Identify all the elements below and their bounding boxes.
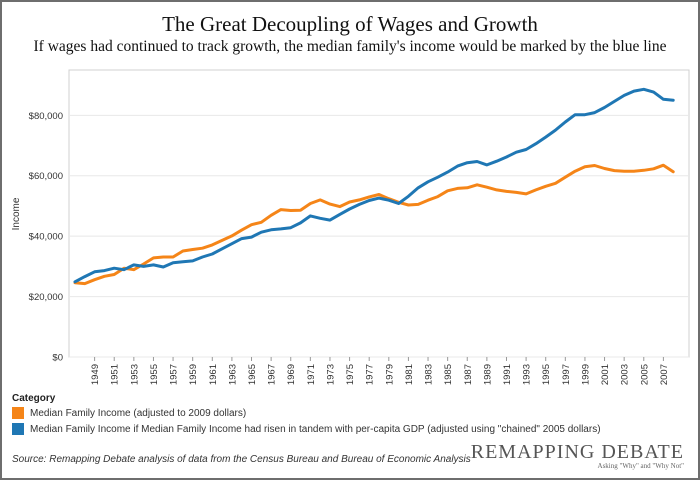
x-tick-label: 1997 [561, 364, 572, 385]
y-axis-label: Income [11, 197, 22, 230]
x-tick-label: 1995 [541, 364, 552, 385]
legend-label-blue: Median Family Income if Median Family In… [30, 423, 601, 435]
brand-tagline: Asking "Why" and "Why Not" [597, 462, 684, 470]
x-tick-label: 1957 [169, 364, 180, 385]
x-tick-label: 1951 [110, 364, 121, 385]
x-tick-label: 1955 [149, 364, 160, 385]
x-tick-label: 1959 [188, 364, 199, 385]
x-tick-label: 1961 [208, 364, 219, 385]
y-tick-label: $0 [52, 353, 63, 364]
legend-swatch-orange [12, 407, 24, 419]
x-tick-label: 2001 [600, 364, 611, 385]
legend-item-orange: Median Family Income (adjusted to 2009 d… [12, 407, 246, 419]
series-line-gdp-tracked-income [73, 87, 675, 284]
y-tick-label: $80,000 [29, 111, 63, 122]
x-tick-label: 1977 [365, 364, 376, 385]
x-tick-label: 1965 [247, 364, 258, 385]
legend-label-orange: Median Family Income (adjusted to 2009 d… [30, 407, 247, 419]
source-note: Source: Remapping Debate analysis of dat… [12, 454, 471, 465]
x-tick-label: 1949 [90, 364, 101, 385]
x-tick-label: 1975 [345, 364, 356, 385]
y-tick-label: $40,000 [29, 232, 63, 243]
chart-title: The Great Decoupling of Wages and Growth [162, 12, 538, 36]
plot-area [68, 69, 690, 358]
x-tick-label: 1989 [482, 364, 493, 385]
x-tick-label: 1963 [227, 364, 238, 385]
x-tick-label: 2003 [620, 364, 631, 385]
series-line-median-family-income [73, 163, 675, 286]
brand-logo: REMAPPING DEBATE Asking "Why" and "Why N… [471, 442, 684, 471]
x-tick-label: 1999 [580, 364, 591, 385]
x-tick-label: 1967 [267, 364, 278, 385]
x-tick-label: 1983 [424, 364, 435, 385]
x-tick-label: 1993 [522, 364, 533, 385]
x-tick-label: 1985 [443, 364, 454, 385]
x-axis: 1949 1951 1953 1955 1957 1959 1961 1963 1965 1967… [90, 357, 670, 385]
x-tick-label: 1973 [325, 364, 336, 385]
series-lines [73, 87, 675, 286]
x-tick-label: 2005 [639, 364, 650, 385]
x-tick-label: 2007 [659, 364, 670, 385]
x-tick-label: 1953 [129, 364, 140, 385]
legend-title: Category [12, 393, 56, 404]
y-tick-label: $60,000 [29, 171, 63, 182]
x-tick-label: 1981 [404, 364, 415, 385]
x-tick-label: 1971 [306, 364, 317, 385]
x-tick-label: 1987 [463, 364, 474, 385]
x-tick-label: 1991 [502, 364, 513, 385]
brand-name: REMAPPING DEBATE [470, 441, 684, 463]
y-tick-label: $20,000 [29, 292, 63, 303]
legend-item-blue: Median Family Income if Median Family In… [12, 423, 601, 435]
x-tick-label: 1979 [384, 364, 395, 385]
chart-subtitle: If wages had continued to track growth, … [33, 38, 667, 55]
x-tick-label: 1969 [286, 364, 297, 385]
legend-swatch-blue [12, 423, 24, 435]
y-axis: $0 $20,000 $40,000 $60,000 $80,000 [29, 111, 63, 364]
